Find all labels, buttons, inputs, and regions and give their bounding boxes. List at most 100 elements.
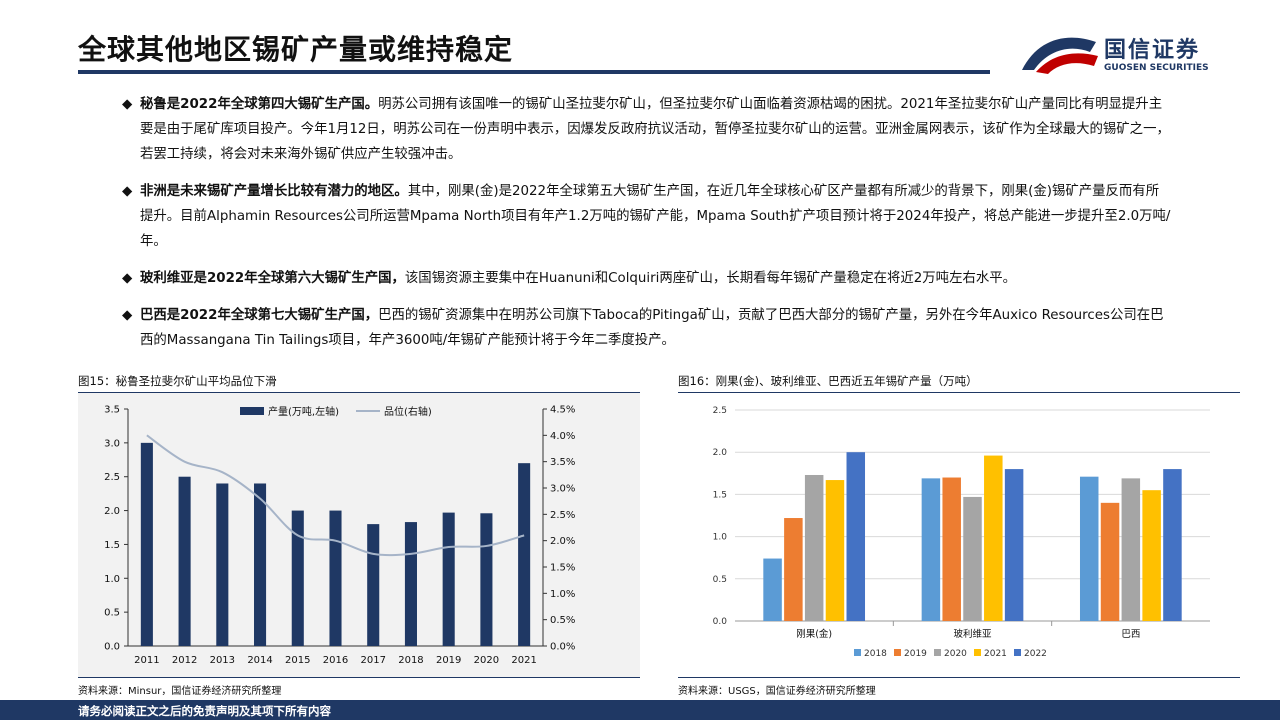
bullet-bolivia: ◆ 玻利维亚是2022年全球第六大锡矿生产国，该国锡资源主要集中在Huanuni和… <box>122 266 1172 291</box>
bar <box>1163 469 1182 621</box>
y-left-tick-label: 3.0 <box>104 438 120 449</box>
fig15-bottom-rule <box>78 677 640 678</box>
x-tick-label: 2018 <box>398 655 423 666</box>
logo-text-en: GUOSEN SECURITIES <box>1104 63 1209 73</box>
legend-label: 2022 <box>1024 649 1047 659</box>
x-tick-label: 2019 <box>436 655 461 666</box>
bar <box>216 483 229 646</box>
x-tick-label: 2013 <box>210 655 235 666</box>
x-tick-label: 巴西 <box>1121 629 1140 640</box>
bar <box>291 510 304 646</box>
bar <box>763 558 782 621</box>
y-right-tick-label: 1.0% <box>550 589 575 600</box>
legend-swatch <box>1014 649 1021 656</box>
fig16-top-rule <box>678 392 1240 393</box>
bullet-peru: ◆ 秘鲁是2022年全球第四大锡矿生产国。明苏公司拥有该国唯一的锡矿山圣拉斐尔矿山… <box>122 92 1172 167</box>
y-left-tick-label: 0.5 <box>104 608 120 619</box>
legend-label: 2020 <box>944 649 967 659</box>
legend-label: 2018 <box>864 649 887 659</box>
x-tick-label: 2015 <box>285 655 310 666</box>
y-right-tick-label: 1.5% <box>550 563 575 574</box>
x-tick-label: 2020 <box>474 655 499 666</box>
bar <box>1004 469 1024 621</box>
y-tick-label: 1.0 <box>713 533 728 543</box>
x-tick-label: 玻利维亚 <box>953 628 992 640</box>
x-tick-label: 刚果(金) <box>796 628 832 640</box>
bar <box>921 478 941 621</box>
y-right-tick-label: 2.0% <box>550 536 575 547</box>
bullet-body: 明苏公司拥有该国唯一的锡矿山圣拉斐尔矿山，但圣拉斐尔矿山面临着资源枯竭的困扰。2… <box>140 97 1170 162</box>
y-right-tick-label: 3.0% <box>550 484 575 495</box>
bullet-africa: ◆ 非洲是未来锡矿产量增长比较有潜力的地区。其中，刚果(金)是2022年全球第五大… <box>122 179 1172 254</box>
bar <box>480 513 493 646</box>
fig16-chart: 0.0 0.5 1.0 1.5 2.0 2.5 刚果(金) 玻利维亚 巴西 2018 2019 202… <box>713 406 1210 659</box>
diamond-bullet-icon: ◆ <box>122 308 133 323</box>
diamond-bullet-icon: ◆ <box>122 184 133 199</box>
y-left-tick-label: 3.5 <box>104 405 120 416</box>
bar <box>442 512 455 646</box>
bullet-list: ◆ 秘鲁是2022年全球第四大锡矿生产国。明苏公司拥有该国唯一的锡矿山圣拉斐尔矿山… <box>122 92 1172 365</box>
logo-text-cn: 国信证券 <box>1104 38 1201 63</box>
bar <box>140 442 153 646</box>
footer-disclaimer: 请务必阅读正文之后的免责声明及其项下所有内容 <box>78 704 331 718</box>
diamond-bullet-icon: ◆ <box>122 271 133 286</box>
bar <box>404 522 417 646</box>
y-right-tick-label: 4.0% <box>550 431 575 442</box>
fig16-chart-area: 0.0 0.5 1.0 1.5 2.0 2.5 刚果(金) 玻利维亚 巴西 2018 2019 202… <box>678 393 1240 677</box>
x-tick-label: 2017 <box>361 655 386 666</box>
bar <box>846 452 866 621</box>
bar <box>1100 502 1120 621</box>
y-right-tick-label: 0.0% <box>550 642 575 653</box>
guosen-logo-icon <box>1022 37 1098 74</box>
bullet-body: 巴西的锡矿资源集中在明苏公司旗下Taboca的Pitinga矿山，贡献了巴西大部… <box>140 308 1164 348</box>
legend-label-bar: 产量(万吨,左轴) <box>268 405 339 418</box>
bar <box>178 476 191 646</box>
y-left-tick-label: 2.5 <box>104 472 120 483</box>
y-tick-label: 1.5 <box>713 490 727 500</box>
fig15-chart-area: 0.0 0.5 1.0 1.5 2.0 2.5 3.0 3.5 0.0% 0.5% 1.0% 1.5%… <box>78 393 640 677</box>
x-tick-label: 2016 <box>323 655 348 666</box>
y-left-tick-label: 2.0 <box>104 506 120 517</box>
bar <box>804 474 824 621</box>
legend-swatch <box>934 649 941 656</box>
legend-label: 2021 <box>984 649 1007 659</box>
bar <box>942 477 961 621</box>
bar <box>1142 490 1161 621</box>
y-left-tick-label: 1.5 <box>104 540 120 551</box>
legend-swatch <box>974 649 981 656</box>
fig16-bottom-rule <box>678 677 1240 678</box>
y-right-tick-label: 4.5% <box>550 405 575 416</box>
fig15-title: 图15：秘鲁圣拉斐尔矿山平均品位下滑 <box>78 374 277 388</box>
fig15-chart: 0.0 0.5 1.0 1.5 2.0 2.5 3.0 3.5 0.0% 0.5% 1.0% 1.5%… <box>104 405 575 667</box>
y-right-tick-label: 0.5% <box>550 615 575 626</box>
bullet-lead: 玻利维亚是2022年全球第六大锡矿生产国， <box>140 271 405 286</box>
bar <box>1121 478 1141 621</box>
footer-bar: 请务必阅读正文之后的免责声明及其项下所有内容 <box>0 700 1280 720</box>
bullet-lead: 非洲是未来锡矿产量增长比较有潜力的地区。 <box>140 184 408 199</box>
fig15-top-rule <box>78 392 640 393</box>
legend-swatch <box>854 649 861 656</box>
y-tick-label: 0.5 <box>713 575 727 585</box>
x-tick-label: 2012 <box>172 655 197 666</box>
x-tick-label: 2014 <box>247 655 272 666</box>
bar <box>367 524 380 646</box>
legend-swatch-bar <box>240 407 264 415</box>
diamond-bullet-icon: ◆ <box>122 97 133 112</box>
fig15-source: 资料来源：Minsur，国信证券经济研究所整理 <box>78 686 282 697</box>
fig16-title: 图16：刚果(金)、玻利维亚、巴西近五年锡矿产量（万吨） <box>678 374 978 388</box>
bar <box>963 496 982 621</box>
title-underline <box>78 70 990 74</box>
legend-swatch <box>894 649 901 656</box>
legend-label-line: 品位(右轴) <box>384 405 432 418</box>
bullet-lead: 巴西是2022年全球第七大锡矿生产国， <box>140 308 379 323</box>
bar <box>254 483 267 646</box>
bullet-lead: 秘鲁是2022年全球第四大锡矿生产国。 <box>140 97 379 112</box>
y-tick-label: 0.0 <box>713 617 728 627</box>
bar <box>1079 476 1099 621</box>
fig16-source: 资料来源：USGS，国信证券经济研究所整理 <box>678 686 876 697</box>
bar <box>825 480 845 621</box>
bar <box>784 518 803 621</box>
legend-label: 2019 <box>904 649 927 659</box>
x-tick-label: 2021 <box>511 655 536 666</box>
y-tick-label: 2.0 <box>713 448 728 458</box>
